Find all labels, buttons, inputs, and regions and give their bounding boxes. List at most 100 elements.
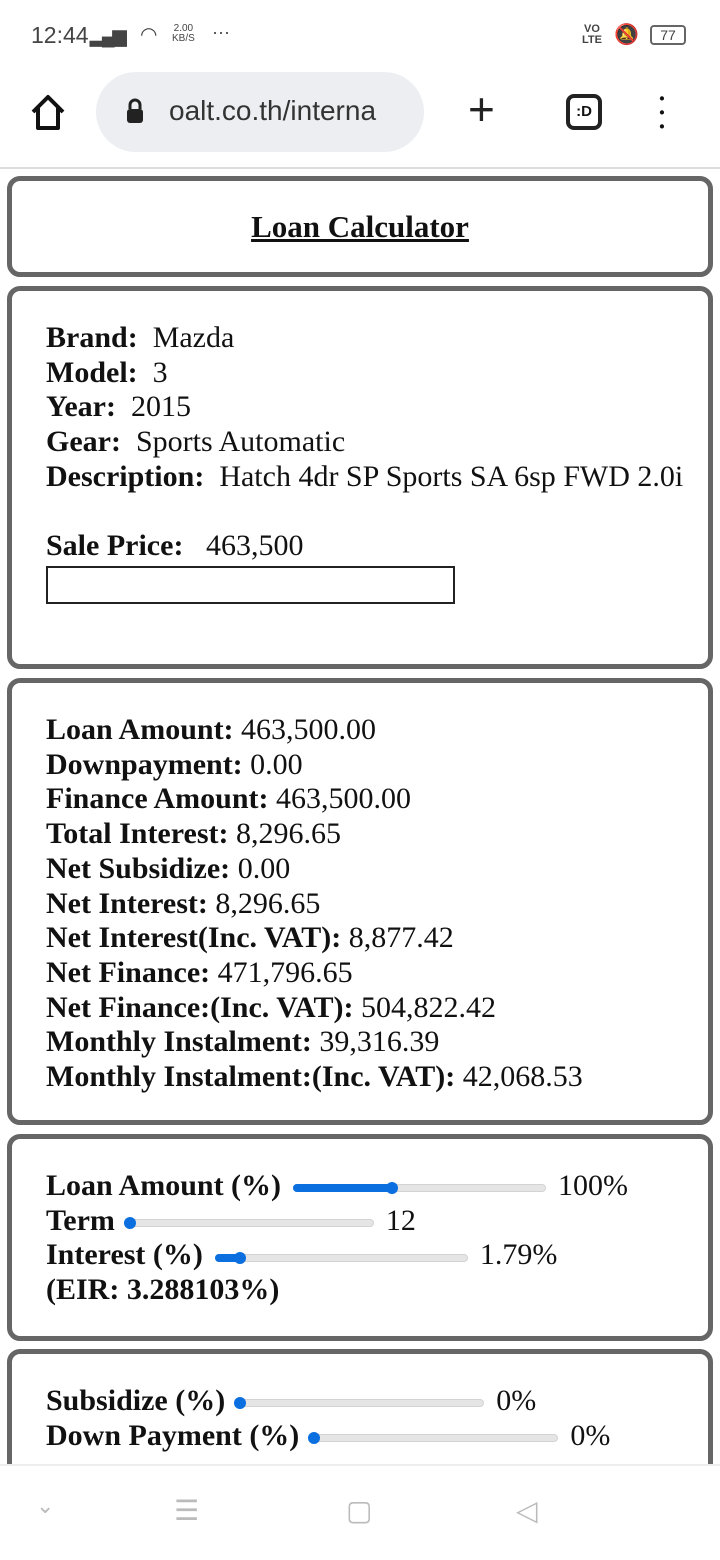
- slider-row: Term 12: [46, 1204, 688, 1239]
- sale-price-line: Sale Price: 463,500: [46, 529, 304, 563]
- results-list: Loan Amount: 463,500.00 Downpayment: 0.00…: [46, 713, 688, 1095]
- slider-thumb[interactable]: [234, 1397, 247, 1410]
- net-speed: 2.00 KB/S: [172, 23, 195, 44]
- vehicle-card: Brand: Mazda Model: 3 Year: 2015 Gear: S…: [7, 286, 713, 669]
- range-slider[interactable]: [308, 1432, 559, 1445]
- system-nav-bar: ⌄ ☰ ▢ ◁: [0, 1464, 720, 1560]
- result-label: Downpayment:: [46, 747, 243, 781]
- slider-thumb[interactable]: [385, 1182, 398, 1195]
- slider-value: 0%: [496, 1384, 537, 1417]
- url-text: oalt.co.th/interna: [169, 95, 377, 126]
- slider-fill: [214, 1253, 241, 1262]
- result-line: Net Interest: 8,296.65: [46, 887, 688, 922]
- slider-label: Subsidize (%): [46, 1384, 226, 1417]
- lock-icon: [127, 98, 143, 123]
- slider-row: Subsidize (%) 0%: [46, 1384, 688, 1419]
- slider-value: 100%: [558, 1169, 629, 1202]
- result-line: Monthly Instalment:(Inc. VAT): 42,068.53: [46, 1060, 688, 1095]
- slider-track[interactable]: [126, 1219, 374, 1228]
- eir-line: (EIR: 3.288103%): [46, 1273, 280, 1307]
- mute-icon: 🔕: [614, 24, 639, 46]
- result-line: Net Interest(Inc. VAT): 8,877.42: [46, 921, 688, 956]
- result-label: Finance Amount:: [46, 782, 269, 816]
- status-bar: 12:44 ▂▄▆ ◠ 2.00 KB/S ··· VO LTE 🔕 77: [0, 0, 720, 72]
- slider-thumb[interactable]: [308, 1432, 321, 1445]
- result-value: 0.00: [250, 747, 303, 781]
- clock: 12:44: [31, 22, 89, 48]
- tab-switcher-button[interactable]: :D: [566, 94, 602, 130]
- result-label: Monthly Instalment:: [46, 1025, 312, 1059]
- result-label: Net Subsidize:: [46, 851, 231, 885]
- slider-thumb[interactable]: [234, 1251, 247, 1264]
- result-value: 42,068.53: [462, 1060, 583, 1094]
- slider-track[interactable]: [311, 1434, 559, 1443]
- recents-icon[interactable]: ☰: [174, 1494, 200, 1527]
- result-label: Loan Amount:: [46, 713, 234, 746]
- brand-line: Brand: Mazda: [46, 321, 235, 354]
- range-slider[interactable]: [214, 1251, 468, 1264]
- page-title: Loan Calculator: [251, 209, 469, 244]
- signal-icon: ▂▄▆: [90, 26, 126, 46]
- subsidy-sliders: Subsidize (%) 0% Down Payment (%) 0%: [46, 1384, 688, 1453]
- result-value: 463,500.00: [276, 782, 412, 816]
- collapse-icon[interactable]: ⌄: [36, 1494, 55, 1519]
- slider-track[interactable]: [214, 1253, 468, 1262]
- browser-toolbar: oalt.co.th/interna + :D · · ·: [0, 72, 720, 169]
- result-label: Net Finance:: [46, 955, 211, 989]
- home-icon[interactable]: [28, 92, 68, 132]
- gear-line: Gear: Sports Automatic: [46, 425, 346, 459]
- result-line: Loan Amount: 463,500.00: [46, 713, 688, 748]
- title-card: Loan Calculator: [7, 176, 713, 277]
- result-value: 463,500.00: [241, 713, 377, 746]
- result-label: Net Interest(Inc. VAT):: [46, 921, 342, 955]
- result-value: 471,796.65: [217, 955, 353, 989]
- address-bar[interactable]: oalt.co.th/interna: [96, 72, 424, 152]
- slider-row: Loan Amount (%) 100%: [46, 1169, 688, 1204]
- result-value: 8,877.42: [348, 921, 454, 955]
- range-slider[interactable]: [293, 1182, 547, 1195]
- new-tab-icon[interactable]: +: [468, 83, 495, 135]
- slider-thumb[interactable]: [123, 1217, 136, 1230]
- result-line: Monthly Instalment: 39,316.39: [46, 1025, 688, 1060]
- battery-icon: 77: [650, 25, 686, 45]
- range-slider[interactable]: [123, 1217, 374, 1230]
- volte-icon: VO LTE: [582, 23, 602, 46]
- year-line: Year: 2015: [46, 390, 191, 424]
- result-label: Net Finance:(Inc. VAT):: [46, 990, 354, 1024]
- loan-sliders-card: Loan Amount (%) 100% Term 12 Interest (%) …: [7, 1134, 713, 1341]
- result-line: Net Finance: 471,796.65: [46, 956, 688, 991]
- slider-value: 0%: [570, 1418, 611, 1452]
- vehicle-info: Brand: Mazda Model: 3 Year: 2015 Gear: S…: [46, 321, 688, 604]
- result-line: Net Finance:(Inc. VAT): 504,822.42: [46, 991, 688, 1026]
- back-icon[interactable]: ◁: [516, 1494, 538, 1527]
- result-value: 504,822.42: [360, 990, 496, 1024]
- result-line: Downpayment: 0.00: [46, 748, 688, 783]
- results-card: Loan Amount: 463,500.00 Downpayment: 0.00…: [7, 678, 713, 1125]
- slider-value: 12: [385, 1203, 416, 1237]
- loan-sliders: Loan Amount (%) 100% Term 12 Interest (%) …: [46, 1169, 688, 1308]
- slider-label: Interest (%): [46, 1238, 203, 1272]
- result-label: Monthly Instalment:(Inc. VAT):: [46, 1060, 456, 1094]
- result-line: Total Interest: 8,296.65: [46, 817, 688, 852]
- wifi-icon: ◠: [140, 24, 158, 46]
- result-label: Total Interest:: [46, 817, 229, 851]
- slider-label: Term: [46, 1203, 115, 1237]
- result-line: Net Subsidize: 0.00: [46, 852, 688, 887]
- more-notifications-icon: ···: [212, 22, 230, 42]
- sale-price-input[interactable]: [46, 565, 455, 604]
- result-value: 39,316.39: [319, 1025, 440, 1059]
- result-value: 8,296.65: [215, 886, 321, 920]
- slider-row: Interest (%) 1.79%: [46, 1238, 688, 1273]
- slider-label: Loan Amount (%): [46, 1169, 282, 1202]
- slider-label: Down Payment (%): [46, 1418, 300, 1452]
- result-line: Finance Amount: 463,500.00: [46, 782, 688, 817]
- home-nav-icon[interactable]: ▢: [346, 1494, 373, 1527]
- range-slider[interactable]: [234, 1397, 485, 1410]
- result-value: 0.00: [237, 851, 291, 885]
- result-label: Net Interest:: [46, 886, 208, 920]
- more-menu-icon[interactable]: · · ·: [657, 84, 667, 141]
- result-value: 8,296.65: [236, 817, 341, 851]
- slider-track[interactable]: [237, 1399, 485, 1408]
- model-line: Model: 3: [46, 355, 168, 389]
- slider-value: 1.79%: [479, 1238, 558, 1272]
